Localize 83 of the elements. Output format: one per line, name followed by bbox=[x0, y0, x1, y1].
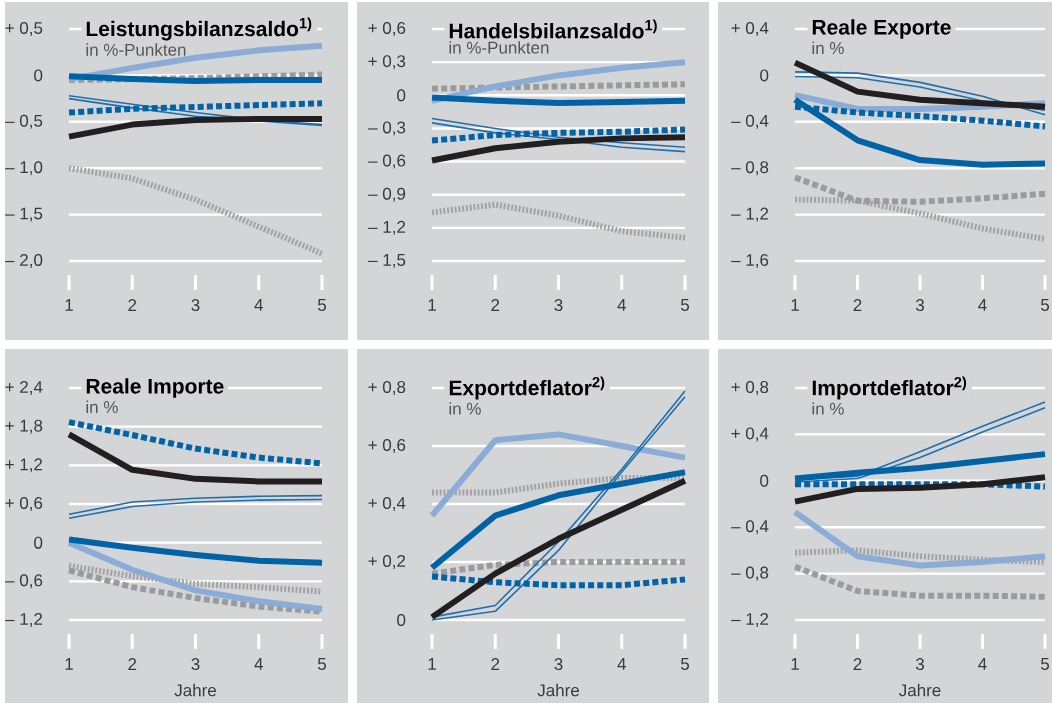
x-tick-label: 3 bbox=[915, 658, 924, 671]
x-tick-label: 2 bbox=[128, 299, 137, 311]
text: in %-Punkten bbox=[449, 41, 549, 54]
y-tick-label: + 0,4 bbox=[731, 427, 769, 442]
chart-title: Importdeflator$^{2)}$ bbox=[812, 376, 967, 400]
x-axis-title: Jahre bbox=[899, 683, 941, 697]
y-tick-label: + 2,4 bbox=[5, 380, 43, 396]
text: in % bbox=[812, 41, 844, 54]
y-tick-label: + 0,4 bbox=[731, 21, 769, 37]
x-tick-label: 5 bbox=[317, 658, 327, 670]
x-tick-label: 2 bbox=[491, 658, 500, 670]
y-tick-label: + 0,3 bbox=[368, 55, 406, 70]
y-tick-label: – 1,2 bbox=[731, 612, 769, 628]
chart-title: Handelsbilanzsaldo$^{1)}$ bbox=[449, 19, 657, 39]
y-tick-label: + 0,2 bbox=[368, 555, 406, 570]
x-tick-label: 4 bbox=[254, 658, 263, 670]
x-tick-label: 1 bbox=[65, 299, 73, 311]
x-tick-label: 4 bbox=[617, 299, 626, 311]
y-tick-label: + 0,6 bbox=[368, 439, 406, 454]
x-tick-label: 5 bbox=[1040, 658, 1050, 670]
chart-title: Leistungsbilanzsaldo$^{1)}$ bbox=[86, 17, 312, 41]
x-tick-label: 2 bbox=[853, 658, 862, 670]
chart-title: Reale Importe bbox=[86, 378, 224, 398]
x-tick-label: 3 bbox=[191, 299, 200, 312]
y-tick-label: – 1,2 bbox=[731, 207, 769, 222]
chart-title: Reale Exporte bbox=[812, 19, 951, 39]
y-tick-label: – 1,5 bbox=[5, 207, 43, 222]
y-tick-label: – 0,6 bbox=[5, 574, 43, 589]
x-tick-label: 5 bbox=[680, 658, 690, 670]
y-tick-label: + 0,6 bbox=[368, 21, 406, 37]
y-tick-label: – 2,0 bbox=[5, 253, 43, 269]
text: in % bbox=[86, 400, 118, 413]
y-tick-label: – 1,2 bbox=[5, 612, 43, 628]
x-tick-label: 1 bbox=[791, 658, 799, 670]
y-tick-label: – 0,8 bbox=[731, 566, 769, 581]
y-tick-label: 0 bbox=[760, 69, 769, 82]
y-tick-label: – 1,6 bbox=[731, 253, 769, 269]
chart-title: Exportdeflator$^{2)}$ bbox=[449, 376, 605, 400]
x-tick-label: 4 bbox=[978, 658, 987, 670]
y-tick-label: – 0,3 bbox=[368, 121, 406, 136]
x-tick-label: 1 bbox=[428, 658, 436, 670]
y-tick-label: 0 bbox=[760, 474, 769, 487]
x-tick-label: 3 bbox=[554, 658, 563, 671]
x-tick-label: 4 bbox=[617, 658, 626, 670]
x-tick-label: 1 bbox=[428, 299, 436, 311]
y-tick-label: 0 bbox=[34, 69, 43, 82]
x-tick-label: 4 bbox=[254, 299, 263, 311]
x-axis-title: Jahre bbox=[174, 683, 216, 697]
x-tick-label: 3 bbox=[554, 299, 563, 312]
y-tick-label: + 1,8 bbox=[5, 419, 43, 434]
x-tick-label: 2 bbox=[128, 658, 137, 670]
y-tick-label: – 0,4 bbox=[731, 114, 769, 129]
x-tick-label: 5 bbox=[680, 299, 690, 311]
y-tick-label: + 0,8 bbox=[368, 381, 406, 396]
y-tick-label: – 0,5 bbox=[5, 114, 43, 129]
x-tick-label: 3 bbox=[191, 658, 200, 671]
x-tick-label: 2 bbox=[491, 299, 500, 311]
y-tick-label: + 0,4 bbox=[368, 497, 406, 512]
y-tick-label: 0 bbox=[397, 89, 406, 102]
x-axis-title: Jahre bbox=[537, 683, 579, 697]
x-tick-label: 1 bbox=[791, 299, 799, 311]
y-tick-label: – 0,4 bbox=[731, 520, 769, 535]
text: in %-Punkten bbox=[86, 43, 186, 56]
y-tick-label: – 1,5 bbox=[368, 254, 406, 268]
text: in % bbox=[449, 402, 481, 415]
x-tick-label: 3 bbox=[915, 299, 924, 312]
x-tick-label: 4 bbox=[978, 299, 987, 311]
y-tick-label: + 1,2 bbox=[5, 458, 43, 473]
y-tick-label: 0 bbox=[397, 614, 406, 627]
x-tick-label: 5 bbox=[317, 299, 327, 311]
text: in % bbox=[812, 402, 844, 415]
y-tick-label: + 0,5 bbox=[5, 21, 43, 37]
x-tick-label: 2 bbox=[853, 299, 862, 311]
y-tick-label: – 0,8 bbox=[731, 161, 769, 176]
x-tick-label: 1 bbox=[65, 658, 73, 670]
x-tick-label: 5 bbox=[1040, 299, 1050, 311]
y-tick-label: + 0,8 bbox=[731, 381, 769, 396]
y-tick-label: – 0,6 bbox=[368, 154, 406, 169]
y-tick-label: – 0,9 bbox=[368, 187, 406, 202]
y-tick-label: – 1,0 bbox=[5, 161, 43, 176]
y-tick-label: + 0,6 bbox=[5, 496, 43, 512]
y-tick-label: – 1,2 bbox=[368, 220, 406, 235]
y-tick-label: 0 bbox=[34, 536, 43, 549]
